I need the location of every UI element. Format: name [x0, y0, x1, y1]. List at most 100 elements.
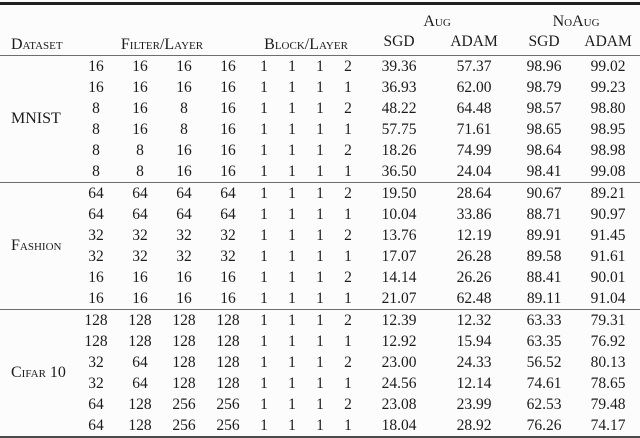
filter-value: 128 — [172, 311, 196, 329]
filter-value: 16 — [220, 268, 236, 286]
noaug-sgd-value: 76.26 — [526, 416, 562, 434]
block-value: 1 — [288, 332, 296, 350]
noaug-sgd-value: 98.79 — [526, 78, 562, 96]
noaug-sgd-value: 62.53 — [526, 395, 562, 413]
header-sub-row: SGD ADAM SGD ADAM — [0, 32, 640, 56]
block-value: 1 — [288, 395, 296, 413]
aug-sgd-value: 18.04 — [381, 416, 417, 434]
block-value: 1 — [260, 247, 268, 265]
col-header-dataset: Dataset — [11, 36, 63, 53]
aug-adam-value: 62.00 — [456, 78, 492, 96]
table-header: Dataset Filter/Layer Block/Layer Aug NoA… — [0, 4, 640, 56]
dataset-label: Cifar 10 — [11, 364, 66, 381]
aug-adam-value: 12.19 — [456, 226, 492, 244]
block-value: 1 — [260, 205, 268, 223]
filter-value: 16 — [132, 57, 148, 75]
table-row: 32 32 32 32 1 1 1 2 13.76 12.19 89.91 91.45 — [0, 225, 640, 246]
noaug-adam-value: 78.65 — [590, 374, 626, 392]
block-value: 1 — [344, 162, 352, 180]
filter-value: 64 — [132, 374, 148, 392]
aug-adam-value: 28.92 — [456, 416, 492, 434]
block-value: 1 — [288, 184, 296, 202]
col-header-aug: Aug — [423, 13, 451, 30]
block-value: 1 — [316, 141, 324, 159]
filter-value: 16 — [220, 120, 236, 138]
noaug-adam-value: 91.45 — [590, 226, 626, 244]
table-row: 32 64 128 128 1 1 1 2 23.00 24.33 56.52 80.13 — [0, 352, 640, 373]
col-header-filter-layer: Filter/Layer — [120, 36, 204, 53]
aug-sgd-value: 48.22 — [381, 99, 417, 117]
block-value: 1 — [288, 141, 296, 159]
block-value: 1 — [260, 162, 268, 180]
block-value: 1 — [344, 120, 352, 138]
noaug-sgd-value: 98.96 — [526, 57, 562, 75]
filter-value: 16 — [88, 268, 104, 286]
filter-value: 16 — [88, 57, 104, 75]
aug-adam-value: 12.14 — [456, 374, 492, 392]
block-value: 1 — [316, 57, 324, 75]
block-value: 1 — [260, 374, 268, 392]
block-value: 2 — [344, 311, 352, 329]
block-value: 1 — [288, 226, 296, 244]
filter-value: 32 — [220, 247, 236, 265]
filter-value: 256 — [216, 395, 240, 413]
table-row: 32 32 32 32 1 1 1 1 17.07 26.28 89.58 91.61 — [0, 246, 640, 267]
filter-value: 8 — [136, 141, 144, 159]
col-header-block-layer: Block/Layer — [264, 36, 348, 53]
aug-sgd-value: 24.56 — [381, 374, 417, 392]
filter-value: 64 — [220, 184, 236, 202]
block-value: 1 — [288, 247, 296, 265]
block-value: 1 — [260, 268, 268, 286]
noaug-adam-value: 98.95 — [590, 120, 626, 138]
filter-value: 16 — [220, 57, 236, 75]
block-value: 1 — [344, 205, 352, 223]
aug-adam-value: 33.86 — [456, 205, 492, 223]
filter-value: 128 — [172, 332, 196, 350]
filter-value: 64 — [88, 184, 104, 202]
block-value: 1 — [316, 120, 324, 138]
block-value: 1 — [316, 226, 324, 244]
aug-sgd-value: 36.50 — [381, 162, 417, 180]
block-value: 1 — [260, 353, 268, 371]
block-value: 1 — [316, 184, 324, 202]
filter-value: 16 — [176, 162, 192, 180]
filter-value: 128 — [128, 332, 152, 350]
block-value: 2 — [344, 141, 352, 159]
block-value: 1 — [344, 374, 352, 392]
filter-value: 128 — [172, 374, 196, 392]
table-row: 8 8 16 16 1 1 1 2 18.26 74.99 98.64 98.98 — [0, 140, 640, 161]
block-value: 1 — [288, 162, 296, 180]
block-value: 1 — [316, 311, 324, 329]
noaug-adam-value: 99.23 — [590, 78, 626, 96]
block-value: 1 — [260, 184, 268, 202]
filter-value: 64 — [176, 205, 192, 223]
aug-adam-value: 24.04 — [456, 162, 492, 180]
block-value: 1 — [288, 78, 296, 96]
aug-adam-value: 62.48 — [456, 289, 492, 307]
col-header-noaug: NoAug — [552, 13, 600, 30]
block-value: 1 — [288, 99, 296, 117]
filter-value: 16 — [88, 289, 104, 307]
aug-adam-value: 26.28 — [456, 247, 492, 265]
noaug-sgd-value: 89.58 — [526, 247, 562, 265]
noaug-sgd-value: 89.91 — [526, 226, 562, 244]
noaug-adam-value: 89.21 — [590, 184, 626, 202]
aug-adam-value: 71.61 — [456, 120, 492, 138]
filter-value: 128 — [128, 311, 152, 329]
aug-adam-value: 23.99 — [456, 395, 492, 413]
filter-value: 16 — [132, 78, 148, 96]
filter-value: 8 — [180, 120, 188, 138]
noaug-sgd-value: 90.67 — [526, 184, 562, 202]
filter-value: 256 — [172, 395, 196, 413]
filter-value: 64 — [88, 395, 104, 413]
aug-sgd-value: 57.75 — [381, 120, 417, 138]
block-value: 1 — [288, 353, 296, 371]
table-row: 8 8 16 16 1 1 1 1 36.50 24.04 98.41 99.08 — [0, 161, 640, 183]
aug-sgd-value: 12.39 — [381, 311, 417, 329]
filter-value: 32 — [88, 353, 104, 371]
filter-value: 64 — [88, 416, 104, 434]
block-value: 1 — [316, 247, 324, 265]
table-row: 64 64 64 64 1 1 1 1 10.04 33.86 88.71 90.97 — [0, 204, 640, 225]
